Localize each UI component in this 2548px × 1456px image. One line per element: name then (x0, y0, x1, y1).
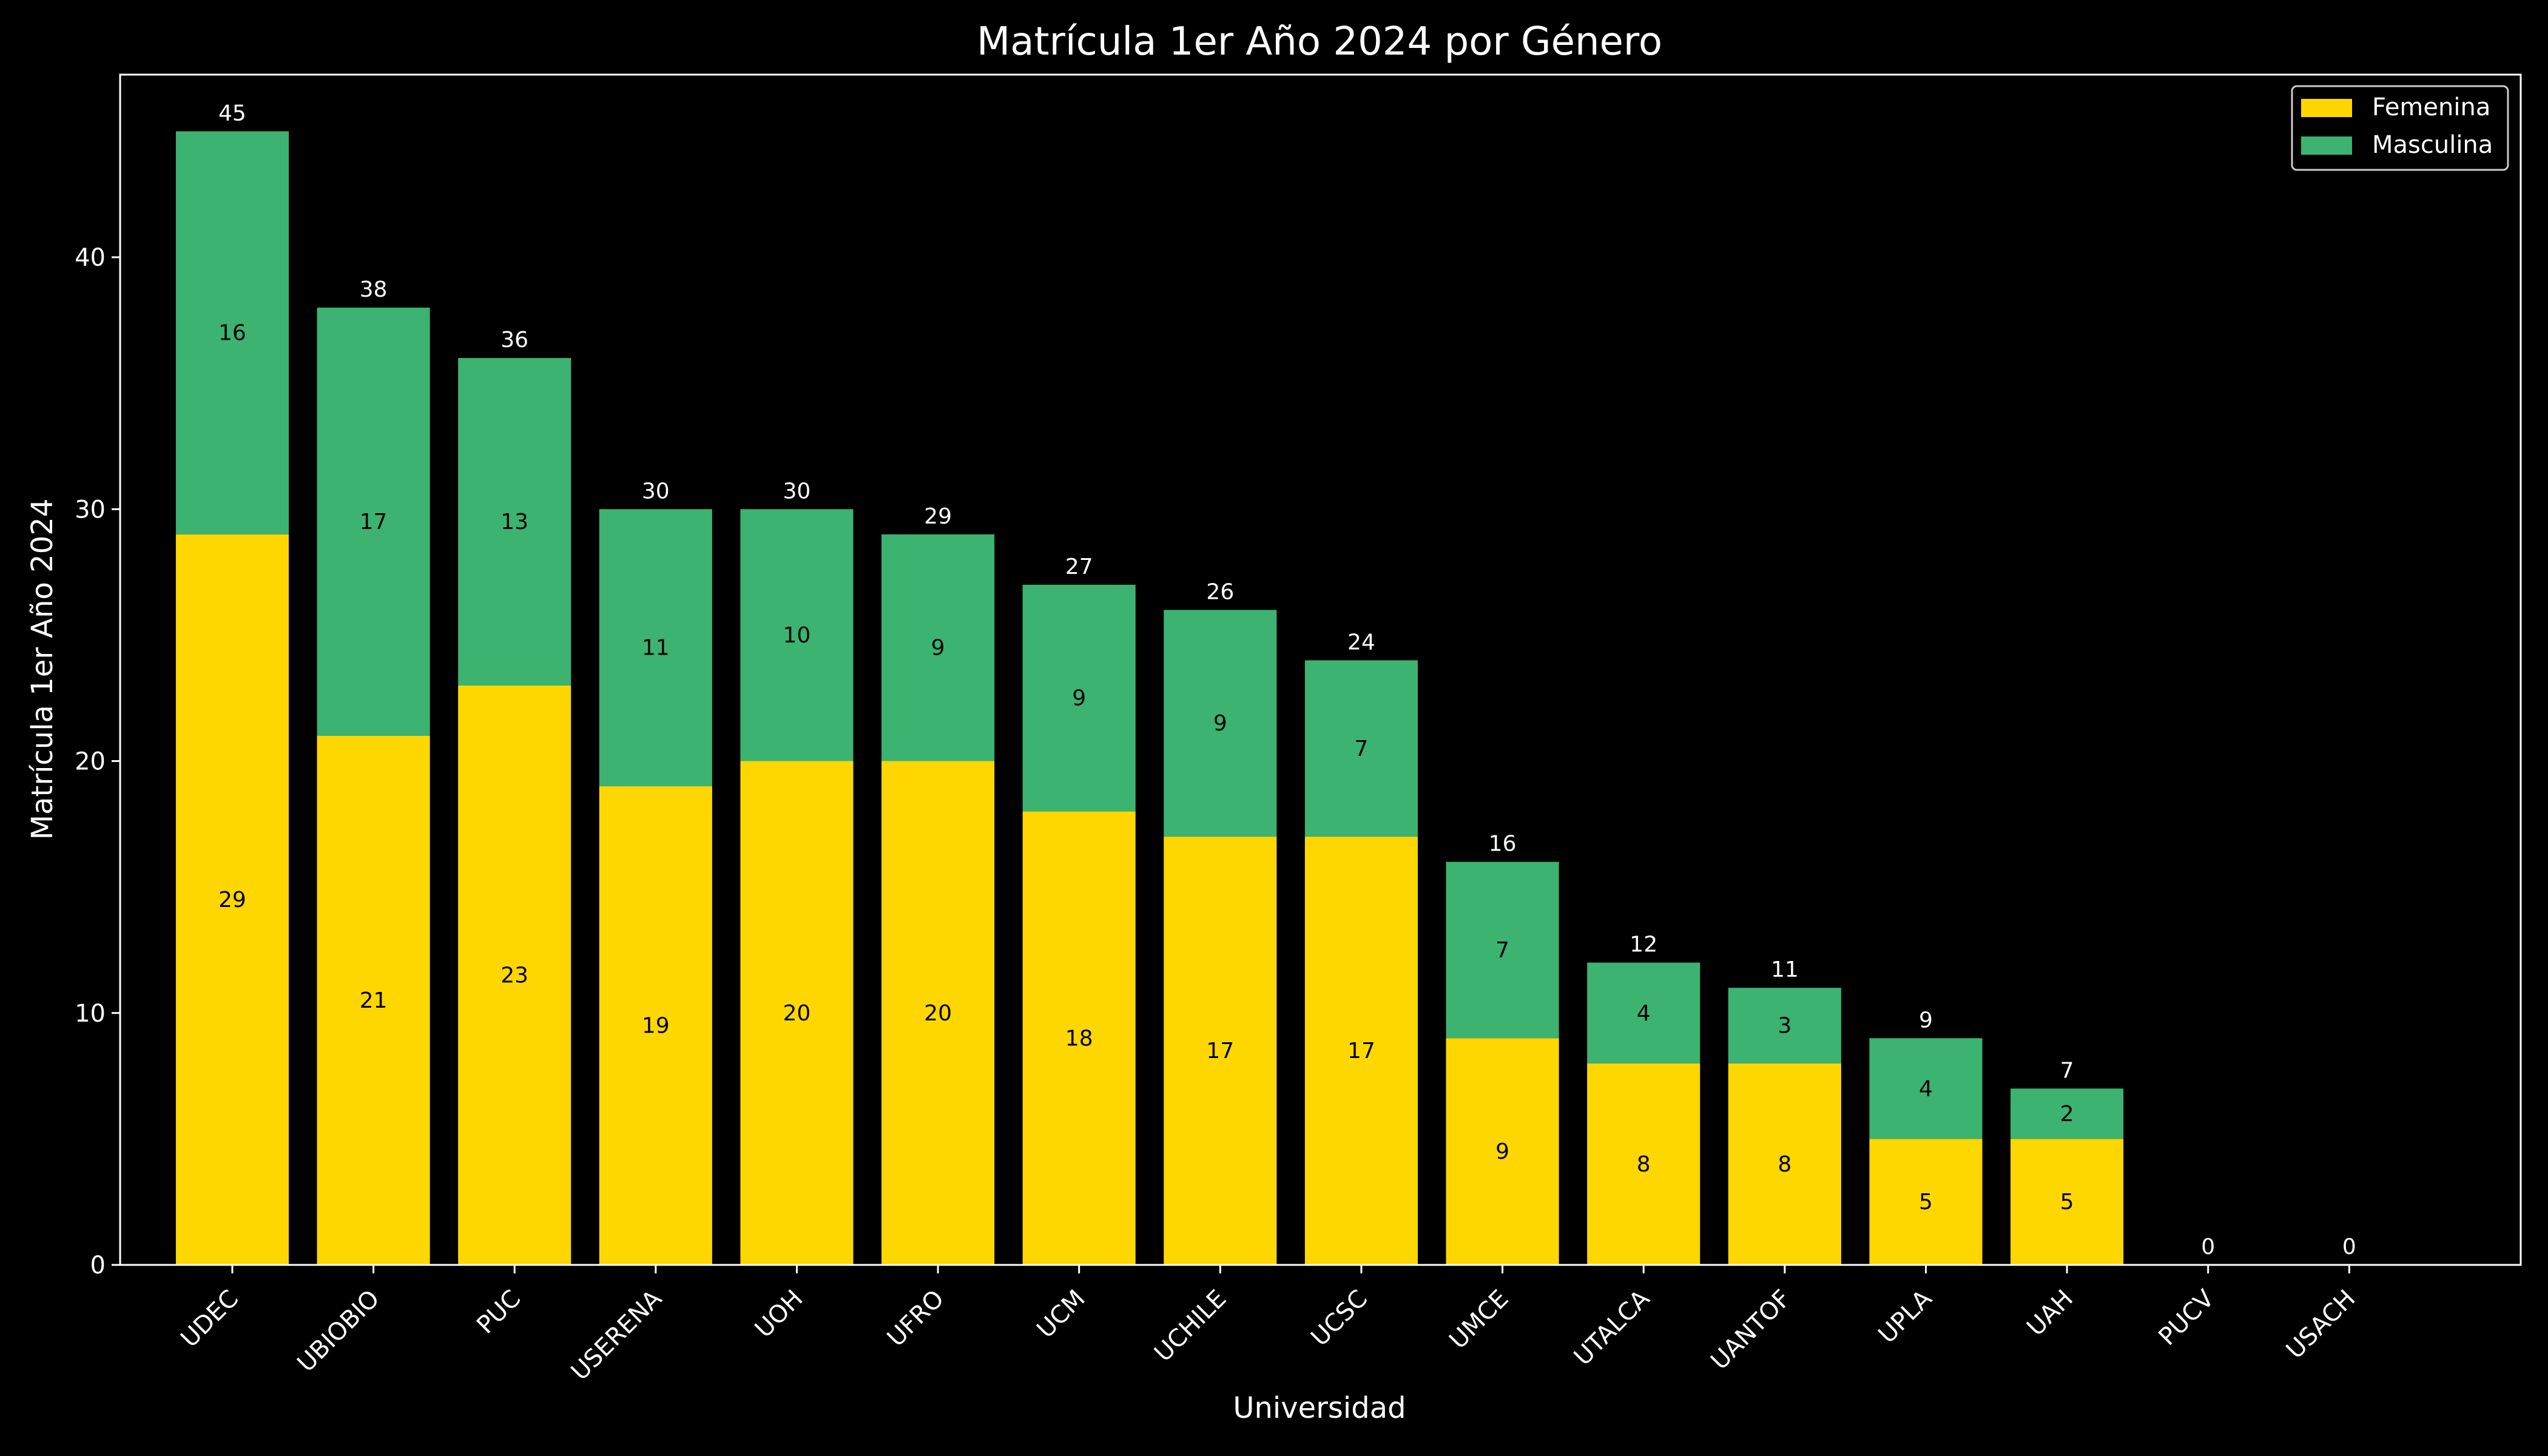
bar-femenina (1022, 811, 1136, 1265)
bar-masculina (1869, 1038, 1983, 1139)
bar-total-label: 36 (500, 328, 528, 352)
y-tick-label: 40 (75, 244, 106, 272)
bar-label-masculina: 11 (642, 636, 670, 661)
bar-femenina (881, 761, 995, 1265)
bar-label-femenina: 17 (1206, 1039, 1234, 1063)
bar-label-femenina: 9 (1495, 1139, 1509, 1164)
y-tick-label: 10 (75, 1000, 106, 1028)
bar-label-masculina: 9 (1072, 686, 1086, 711)
plot-area: 2916452117382313361911302010302092918927… (175, 101, 2356, 1265)
bar-total-label: 0 (2201, 1235, 2215, 1259)
y-axis-label: Matrícula 1er Año 2024 (25, 499, 59, 840)
bar-femenina (599, 786, 712, 1265)
bar-label-femenina: 18 (1065, 1026, 1093, 1051)
bar-total-label: 27 (1065, 554, 1093, 579)
bar-label-femenina: 20 (783, 1001, 811, 1026)
bar-label-femenina: 17 (1347, 1039, 1375, 1063)
legend: Femenina Masculina (2291, 85, 2509, 171)
bar-total-label: 11 (1771, 957, 1799, 982)
bar-total-label: 29 (924, 504, 952, 529)
bar-masculina (740, 509, 854, 761)
bar-label-femenina: 19 (642, 1014, 670, 1039)
bar-label-femenina: 5 (2060, 1190, 2074, 1215)
legend-swatch-femenina (2301, 99, 2352, 117)
bar-masculina (1022, 584, 1136, 812)
bar-total-label: 45 (218, 101, 246, 126)
bar-femenina (1304, 837, 1418, 1265)
bar-label-masculina: 10 (783, 623, 811, 648)
bar-label-masculina: 2 (2060, 1102, 2074, 1127)
bar-label-masculina: 13 (500, 510, 528, 534)
bar-masculina (599, 509, 712, 787)
bar-masculina (2010, 1088, 2124, 1139)
bar-femenina (175, 534, 289, 1265)
bar-total-label: 24 (1347, 630, 1375, 655)
bar-femenina (1164, 837, 1277, 1265)
bar-masculina (1164, 610, 1277, 837)
bar-label-masculina: 4 (1637, 1001, 1651, 1026)
bar-masculina (1587, 962, 1700, 1063)
legend-swatch-masculina (2301, 136, 2352, 155)
bar-masculina (458, 358, 571, 686)
bar-label-masculina: 4 (1919, 1076, 1933, 1101)
bar-femenina (1587, 1063, 1700, 1265)
bar-femenina (1869, 1139, 1983, 1265)
bar-label-femenina: 5 (1919, 1190, 1933, 1215)
y-axis: 0 10 20 30 40 (75, 244, 120, 1279)
bar-total-label: 16 (1489, 832, 1517, 857)
bar-label-masculina: 7 (1495, 938, 1509, 963)
bar-total-label: 0 (2342, 1235, 2356, 1259)
bar-masculina (1304, 660, 1418, 837)
bar-label-femenina: 8 (1778, 1152, 1791, 1177)
bar-label-masculina: 16 (218, 321, 246, 346)
bar-femenina (317, 736, 430, 1265)
bar-total-label: 7 (2060, 1058, 2074, 1083)
bar-total-label: 12 (1630, 932, 1657, 957)
plot-frame (119, 73, 2522, 1266)
bar-label-masculina: 9 (1213, 711, 1227, 736)
y-tick-label: 0 (90, 1252, 106, 1279)
bar-label-masculina: 17 (360, 510, 388, 534)
y-tick-label: 30 (75, 496, 106, 524)
bar-label-masculina: 3 (1778, 1014, 1791, 1039)
bar-label-femenina: 23 (500, 963, 528, 988)
chart-title: Matrícula 1er Año 2024 por Género (977, 19, 1662, 64)
bar-femenina (740, 761, 854, 1265)
legend-label-femenina: Femenina (2372, 93, 2490, 121)
bar-total-label: 38 (360, 277, 388, 302)
bar-total-label: 26 (1206, 579, 1234, 604)
y-tick-label: 20 (75, 748, 106, 776)
bar-femenina (1446, 1038, 1559, 1265)
bar-femenina (458, 685, 571, 1265)
bar-total-label: 30 (783, 479, 811, 504)
bar-masculina (175, 131, 289, 534)
bar-masculina (881, 534, 995, 761)
bar-label-femenina: 8 (1637, 1152, 1651, 1177)
bar-total-label: 30 (642, 479, 670, 504)
bar-label-femenina: 20 (924, 1001, 952, 1026)
x-axis-label: Universidad (1233, 1391, 1406, 1425)
bar-label-masculina: 9 (931, 636, 945, 661)
legend-label-masculina: Masculina (2372, 131, 2493, 159)
bar-femenina (1728, 1063, 1841, 1265)
bar-label-femenina: 29 (218, 888, 246, 912)
bar-masculina (1446, 861, 1559, 1039)
bar-masculina (317, 308, 430, 736)
bar-label-masculina: 7 (1355, 736, 1369, 761)
bar-masculina (1728, 988, 1841, 1063)
bar-total-label: 9 (1919, 1008, 1933, 1033)
bar-femenina (2010, 1139, 2124, 1265)
bar-label-femenina: 21 (360, 988, 388, 1013)
